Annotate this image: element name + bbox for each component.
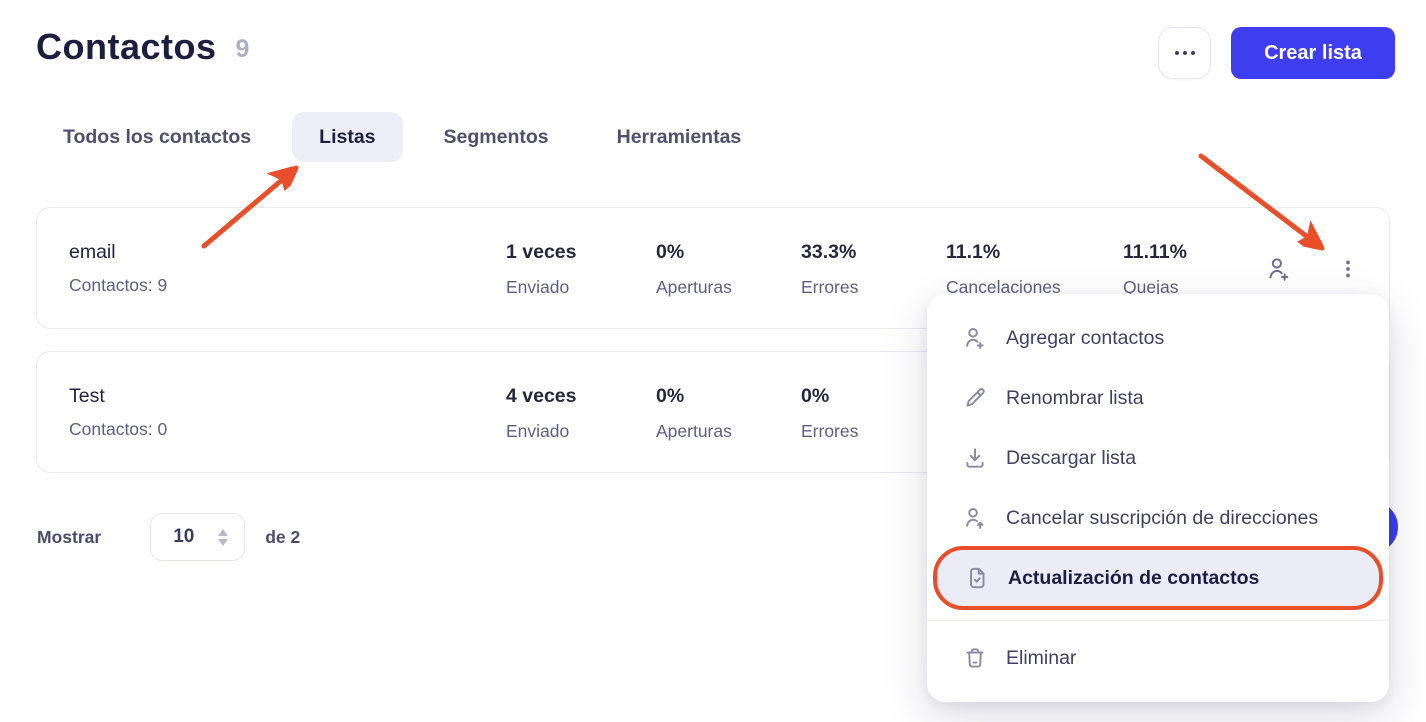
menu-item-label: Renombrar lista (1006, 386, 1144, 409)
download-icon (962, 445, 988, 471)
stat-quejas: 11.11% Quejas (1123, 241, 1187, 298)
stat-aperturas: 0% Aperturas (656, 385, 732, 442)
stat-value: 4 veces (506, 385, 577, 407)
list-contacts-count: Contactos: 9 (69, 275, 168, 295)
tab-todos-los-contactos[interactable]: Todos los contactos (63, 125, 252, 148)
pagination-bar: Mostrar 10 de 2 (37, 513, 300, 561)
tab-herramientas[interactable]: Herramientas (616, 125, 742, 148)
stat-aperturas: 0% Aperturas (656, 241, 732, 298)
stat-value: 11.1% (946, 241, 1001, 263)
list-contacts-count: Contactos: 0 (69, 419, 168, 439)
menu-item-label: Actualización de contactos (1008, 566, 1260, 589)
menu-item-label: Descargar lista (1006, 446, 1137, 469)
stat-label: Aperturas (656, 421, 732, 441)
list-name: Test (69, 385, 105, 407)
total-label: de 2 (265, 526, 301, 547)
stat-value: 11.11% (1123, 241, 1187, 263)
menu-divider (927, 620, 1389, 621)
per-page-value: 10 (173, 526, 195, 547)
stat-enviado: 1 veces Enviado (506, 241, 577, 298)
stat-errores: 0% Errores (801, 385, 858, 442)
page-title: Contactos (36, 26, 217, 67)
ellipsis-icon (1174, 51, 1179, 55)
person-arrow-up-icon (962, 505, 988, 531)
tab-bar: Todos los contactos Listas Segmentos Her… (36, 112, 768, 162)
stat-errores: 33.3% Errores (801, 241, 858, 298)
row-menu-button[interactable] (1328, 249, 1368, 289)
stat-value: 0% (656, 241, 685, 263)
tab-segmentos[interactable]: Segmentos (443, 125, 549, 148)
contacts-count-badge: 9 (235, 35, 250, 63)
document-check-icon (964, 565, 990, 591)
per-page-select[interactable]: 10 (150, 513, 246, 561)
menu-item-label: Eliminar (1006, 646, 1077, 669)
stat-label: Aperturas (656, 277, 732, 297)
stat-value: 0% (801, 385, 830, 407)
stat-label: Errores (801, 421, 859, 441)
stat-value: 33.3% (801, 241, 857, 263)
list-name: email (69, 241, 116, 263)
tab-listas[interactable]: Listas (292, 112, 403, 162)
stepper-arrows-icon (218, 528, 229, 546)
stat-label: Enviado (506, 421, 570, 441)
kebab-menu-icon (1346, 260, 1350, 278)
menu-item-label: Cancelar suscripción de direcciones (1006, 506, 1319, 529)
create-list-button[interactable]: Crear lista (1231, 27, 1395, 79)
stat-enviado: 4 veces Enviado (506, 385, 577, 442)
menu-item-eliminar[interactable]: Eliminar (927, 628, 1389, 688)
more-actions-button[interactable] (1158, 27, 1211, 79)
ellipsis-icon (1190, 51, 1195, 55)
ellipsis-icon (1182, 51, 1187, 55)
stat-label: Quejas (1123, 277, 1179, 297)
menu-item-renombrar-lista[interactable]: Renombrar lista (927, 368, 1389, 428)
stat-value: 1 veces (506, 241, 577, 263)
menu-item-descargar-lista[interactable]: Descargar lista (927, 428, 1389, 488)
list-context-menu: Agregar contactos Renombrar lista Descar… (927, 294, 1389, 702)
stat-label: Enviado (506, 277, 570, 297)
person-plus-icon (1269, 258, 1289, 281)
menu-item-label: Agregar contactos (1006, 326, 1165, 349)
page-header: Contactos 9 (36, 26, 249, 68)
pencil-icon (962, 385, 988, 411)
person-plus-icon (962, 325, 988, 351)
stat-label: Cancelaciones (946, 277, 1061, 297)
menu-item-actualizacion-de-contactos[interactable]: Actualización de contactos (933, 546, 1383, 610)
trash-icon (962, 645, 988, 671)
add-contacts-row-button[interactable] (1259, 249, 1299, 289)
menu-item-cancelar-suscripcion[interactable]: Cancelar suscripción de direcciones (927, 488, 1389, 548)
show-label: Mostrar (37, 526, 102, 547)
menu-item-agregar-contactos[interactable]: Agregar contactos (927, 308, 1389, 368)
stat-cancelaciones: 11.1% Cancelaciones (946, 241, 1061, 298)
stat-value: 0% (656, 385, 685, 407)
stat-label: Errores (801, 277, 859, 297)
